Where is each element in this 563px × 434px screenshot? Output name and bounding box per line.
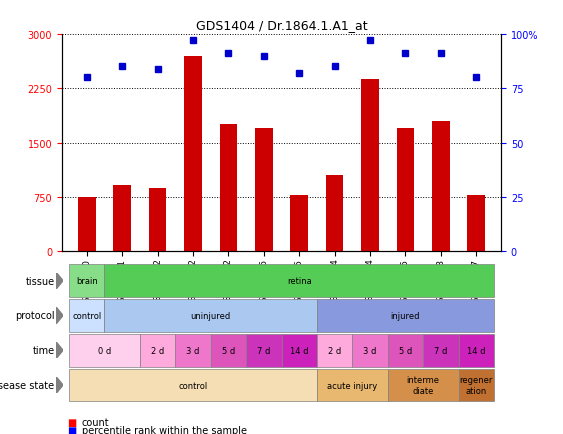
Text: 7 d: 7 d	[257, 346, 270, 355]
Bar	[361, 79, 379, 252]
Text: 5 d: 5 d	[399, 346, 412, 355]
Text: uninjured: uninjured	[190, 311, 231, 320]
Text: 2 d: 2 d	[328, 346, 341, 355]
Text: brain: brain	[76, 276, 97, 286]
Bar	[149, 188, 167, 252]
Text: 0 d: 0 d	[98, 346, 111, 355]
Bar	[255, 129, 272, 252]
Polygon shape	[56, 377, 63, 393]
Text: control: control	[178, 381, 208, 390]
Text: percentile rank within the sample: percentile rank within the sample	[82, 425, 247, 434]
Text: disease state: disease state	[0, 380, 55, 390]
Bar	[220, 125, 237, 252]
Text: tissue: tissue	[25, 276, 55, 286]
Bar	[396, 129, 414, 252]
Text: 14 d: 14 d	[290, 346, 309, 355]
Text: injured: injured	[391, 311, 420, 320]
Title: GDS1404 / Dr.1864.1.A1_at: GDS1404 / Dr.1864.1.A1_at	[196, 19, 367, 32]
Text: regener
ation: regener ation	[459, 375, 493, 395]
Bar	[432, 122, 450, 252]
Text: retina: retina	[287, 276, 311, 286]
Polygon shape	[56, 308, 63, 324]
Text: 14 d: 14 d	[467, 346, 485, 355]
Text: interme
diate: interme diate	[406, 375, 440, 395]
Bar	[326, 176, 343, 252]
Text: 5 d: 5 d	[222, 346, 235, 355]
Text: protocol: protocol	[15, 311, 55, 321]
Bar	[467, 195, 485, 252]
Text: ■: ■	[68, 425, 77, 434]
Polygon shape	[56, 342, 63, 358]
Text: ■: ■	[68, 417, 77, 427]
Bar	[291, 195, 308, 252]
Text: control: control	[72, 311, 101, 320]
Bar	[78, 197, 96, 252]
Text: 7 d: 7 d	[434, 346, 448, 355]
Text: 2 d: 2 d	[151, 346, 164, 355]
Bar	[113, 185, 131, 252]
Text: acute injury: acute injury	[327, 381, 377, 390]
Text: 3 d: 3 d	[186, 346, 200, 355]
Bar	[184, 56, 202, 252]
Polygon shape	[56, 273, 63, 289]
Text: 3 d: 3 d	[363, 346, 377, 355]
Text: time: time	[33, 345, 55, 355]
Text: count: count	[82, 417, 109, 427]
